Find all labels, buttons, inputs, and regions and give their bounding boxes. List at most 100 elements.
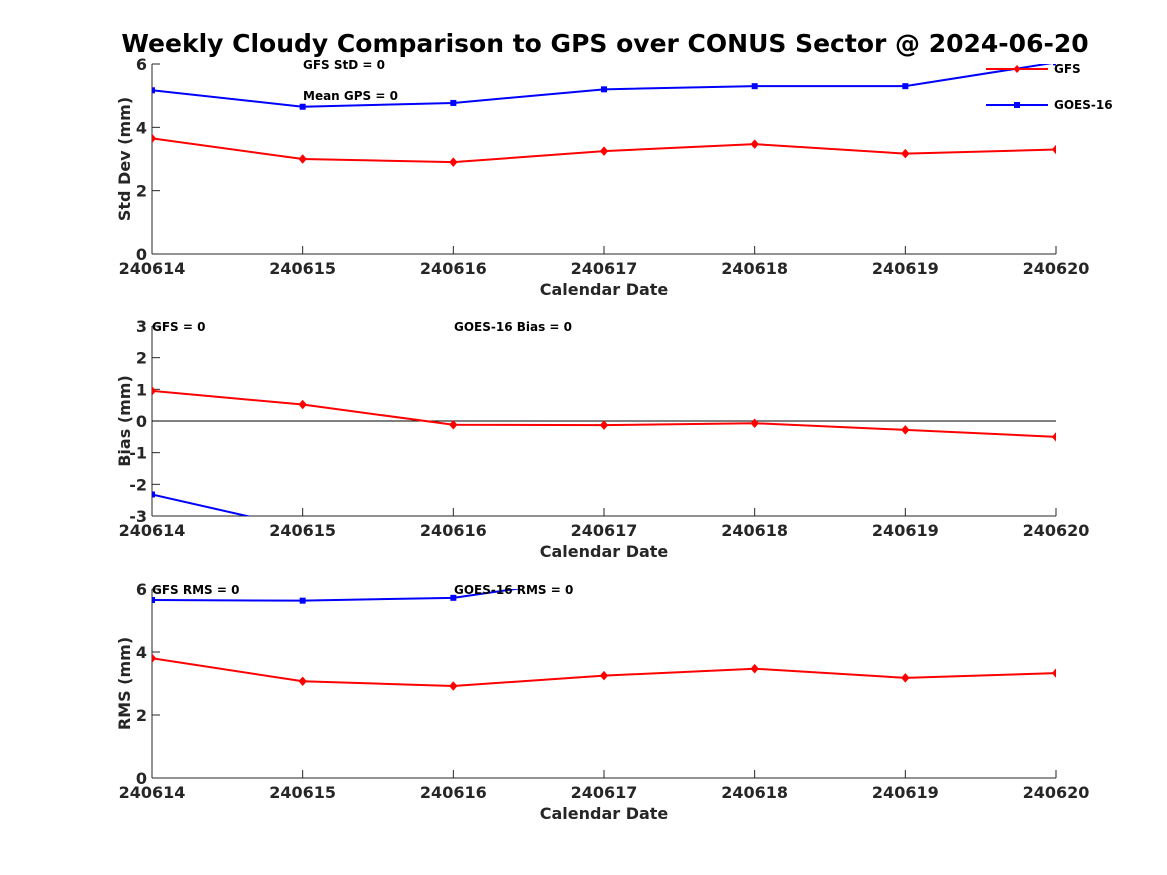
y-tick-label: -2 [129,475,147,494]
data-point-gfs [152,653,157,664]
data-point-goes-16 [601,86,607,93]
x-tick-label: 240615 [269,521,336,540]
x-axis-label: Calendar Date [540,542,669,561]
panel-std: 0 2 4 6 240614 240615 240616 240617 240618 240619… [115,55,1089,299]
chart-title: Weekly Cloudy Comparison to GPS over CON… [121,29,1088,58]
data-point-gfs [750,139,759,149]
x-tick-label: 240618 [721,521,788,540]
annotation: Mean GPS = 0 [303,89,398,103]
x-tick-label: 240617 [571,783,638,802]
x-tick-label: 240620 [1023,521,1090,540]
y-tick-label: 4 [136,643,147,662]
y-tick-label: 0 [136,245,147,264]
x-tick-label: 240619 [872,783,939,802]
plot-area [152,573,1056,691]
y-tick-label: 0 [136,769,147,788]
x-axis-label: Calendar Date [540,804,669,823]
data-point-goes-16 [450,99,457,106]
y-tick-label: 3 [136,317,147,336]
annotation: GOES-16 Bias = 0 [454,320,572,334]
data-point-gfs [750,663,759,674]
data-point-gfs [599,146,609,156]
data-point-gfs [901,148,910,159]
data-point-gfs [449,681,458,691]
data-point-gfs [152,133,157,144]
legend: GFS GOES-16 [986,62,1113,112]
data-point-goes-16 [601,573,607,579]
y-tick-label: -1 [129,444,147,463]
annotation: GOES-16 RMS = 0 [454,583,573,597]
annotation: GFS RMS = 0 [152,583,239,597]
data-point-goes-16 [450,594,457,601]
x-tick-label: 240614 [119,521,186,540]
data-point-gfs [901,673,910,683]
x-tick-label: 240618 [721,259,788,278]
panels-layer: 0 2 4 6 240614 240615 240616 240617 240618 240619… [115,55,1089,823]
data-point-gfs [449,420,458,430]
y-tick-label: 4 [136,118,147,137]
x-tick-label: 240620 [1023,783,1090,802]
x-tick-label: 240620 [1023,259,1090,278]
x-tick-label: 240614 [119,783,186,802]
data-point-goes-16 [152,597,155,604]
y-tick-label: 6 [136,580,147,599]
x-tick-label: 240616 [420,521,487,540]
data-point-goes-16 [1053,64,1056,66]
data-point-gfs [1051,668,1056,678]
data-point-gfs [449,157,458,167]
data-point-gfs [298,154,307,164]
legend-entry-gfs: GFS [986,62,1081,76]
annotation: GFS = 0 [152,320,205,334]
y-axis-label: Std Dev (mm) [115,97,134,221]
legend-label: GOES-16 [1054,98,1113,112]
x-tick-label: 240616 [420,783,487,802]
legend-marker [1014,102,1020,108]
x-tick-label: 240619 [872,259,939,278]
y-tick-label: 0 [136,412,147,431]
x-tick-label: 240618 [721,783,788,802]
x-tick-label: 240619 [872,521,939,540]
data-point-gfs [901,425,910,435]
y-axis-label: Bias (mm) [115,375,134,467]
plot-area [152,386,1056,516]
legend-entry-goes-16: GOES-16 [986,98,1113,112]
x-axis-label: Calendar Date [540,280,669,299]
data-point-goes-16 [902,83,909,90]
data-point-gfs [1051,144,1056,155]
panel-rms: 0 2 4 6 240614 240615 240616 240617 240618 240619… [115,573,1090,823]
data-point-goes-16 [299,103,306,110]
y-tick-label: 6 [136,55,147,74]
y-tick-label: 1 [136,380,147,399]
x-tick-label: 240617 [571,259,638,278]
y-tick-label: 2 [136,182,147,201]
data-point-gfs [750,418,759,428]
y-tick-label: -3 [129,507,147,526]
data-point-goes-16 [152,491,155,498]
x-tick-label: 240617 [571,521,638,540]
legend-label: GFS [1054,62,1081,76]
x-tick-label: 240616 [420,259,487,278]
data-point-gfs [298,399,307,410]
data-point-goes-16 [299,597,306,604]
y-tick-label: 2 [136,706,147,725]
y-tick-label: 2 [136,349,147,368]
series-line-goes-16 [152,64,1053,108]
x-tick-label: 240614 [119,259,186,278]
data-point-gfs [298,676,307,687]
data-point-gfs [599,420,609,430]
plot-area [152,64,1056,167]
annotation: GFS StD = 0 [303,58,385,72]
legend-marker [1013,65,1021,73]
data-point-goes-16 [751,83,758,90]
series-line-goes-16 [152,493,252,516]
data-point-goes-16 [152,87,155,94]
panel-bias: -3 -2 -1 0 1 2 3 240614 240615 240616 240617 240618… [115,317,1089,561]
data-point-gfs [599,670,609,681]
x-tick-label: 240615 [269,783,336,802]
y-axis-label: RMS (mm) [115,637,134,730]
data-point-gfs [152,386,157,396]
x-tick-label: 240615 [269,259,336,278]
data-point-gfs [1051,432,1056,442]
